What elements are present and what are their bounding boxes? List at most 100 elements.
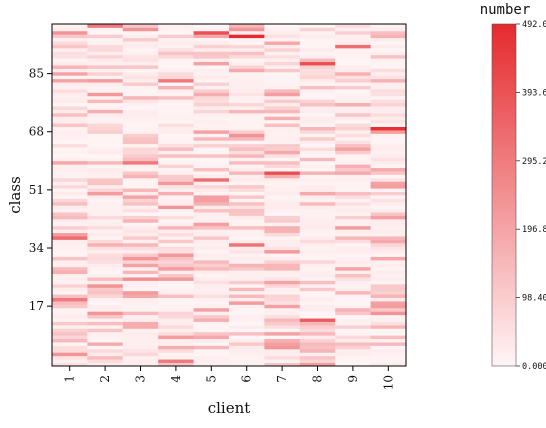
heatmap-cell [335,215,371,220]
heatmap-cell [193,153,230,158]
heatmap-cell [264,352,301,357]
heatmap-cell [229,290,265,295]
heatmap-cell [87,215,124,220]
heatmap-cell [193,177,230,182]
heatmap-cell [370,102,407,107]
heatmap-cell [193,195,230,199]
heatmap-cell [264,164,301,169]
x-tick-label: 3 [134,375,148,383]
heatmap-cell [87,41,124,45]
heatmap-cell [264,188,301,192]
heatmap-cell [229,51,265,56]
heatmap-cell [229,232,265,237]
heatmap-cell [299,301,336,305]
heatmap-cell [370,328,407,333]
heatmap-cell [299,181,336,186]
heatmap-cell [264,41,301,45]
heatmap-cell [264,88,301,93]
heatmap-cell [264,106,301,110]
heatmap-cell [370,37,407,42]
heatmap-cell [299,331,336,336]
heatmap-cell [335,301,371,305]
heatmap-cell [335,140,371,145]
heatmap-cell [158,212,194,216]
heatmap-cell [158,335,194,340]
heatmap-cell [370,218,407,223]
heatmap-cell [52,147,88,151]
heatmap-cell [193,359,230,363]
heatmap-cell [52,301,88,305]
heatmap-cell [299,314,336,319]
heatmap-cell [122,273,159,278]
heatmap-cell [193,88,230,93]
heatmap-cell [193,102,230,107]
heatmap-cell [52,232,88,237]
heatmap-cell [370,130,407,134]
heatmap-cell [299,140,336,145]
heatmap-cell [193,345,230,350]
heatmap-cell [229,304,265,309]
heatmap-cell [122,171,159,175]
heatmap-cell [122,352,159,357]
heatmap-cell [52,164,88,169]
heatmap-cell [87,218,124,223]
heatmap-cell [87,338,124,343]
heatmap-cell [335,232,371,237]
heatmap-cell [335,201,371,206]
heatmap-cell [335,181,371,186]
heatmap-cell [299,37,336,42]
heatmap-cell [193,147,230,151]
heatmap-cell [370,324,407,329]
heatmap-cell [52,195,88,199]
heatmap-cell [87,58,124,63]
heatmap-cell [122,167,159,172]
heatmap-cell [52,99,88,104]
heatmap-cell [193,270,230,275]
heatmap-cell [229,218,265,223]
heatmap-cell [122,307,159,312]
x-tick-label: 4 [169,375,183,383]
heatmap-cell [52,167,88,172]
heatmap-cell [158,273,194,278]
heatmap-cell [87,263,124,268]
heatmap-cell [264,54,301,59]
heatmap-cell [335,119,371,124]
heatmap-cell [52,47,88,52]
heatmap-cell [193,112,230,117]
heatmap-cell [193,338,230,343]
heatmap-cell [87,27,124,32]
heatmap-cell [299,164,336,169]
heatmap-cell [122,140,159,145]
heatmap-cell [299,263,336,268]
heatmap-cell [264,184,301,189]
heatmap-cell [299,174,336,179]
heatmap-cell [122,314,159,319]
heatmap-cell [52,112,88,117]
heatmap-cell [87,99,124,104]
heatmap-cell [264,324,301,329]
heatmap-cell [299,328,336,333]
heatmap-cell [299,212,336,216]
heatmap-cell [229,239,265,244]
heatmap-cell [335,116,371,121]
heatmap-cell [52,95,88,100]
heatmap-cell [87,112,124,117]
heatmap-cell [193,109,230,114]
heatmap-cell [299,342,336,346]
heatmap-cell [335,34,371,39]
heatmap-cell [122,294,159,298]
heatmap-cell [370,188,407,192]
heatmap-cell [87,177,124,182]
heatmap-cell [122,324,159,329]
heatmap-cell [87,24,124,28]
heatmap-cell [229,61,265,66]
heatmap-cell [193,133,230,138]
heatmap-cell [299,324,336,329]
heatmap-cell [370,215,407,220]
heatmap-cell [52,75,88,80]
heatmap-cell [299,177,336,182]
heatmap-cell [122,297,159,302]
heatmap-cell [299,239,336,244]
heatmap-cell [158,188,194,192]
y-axis: 17 34 51 68 85 [29,67,52,313]
